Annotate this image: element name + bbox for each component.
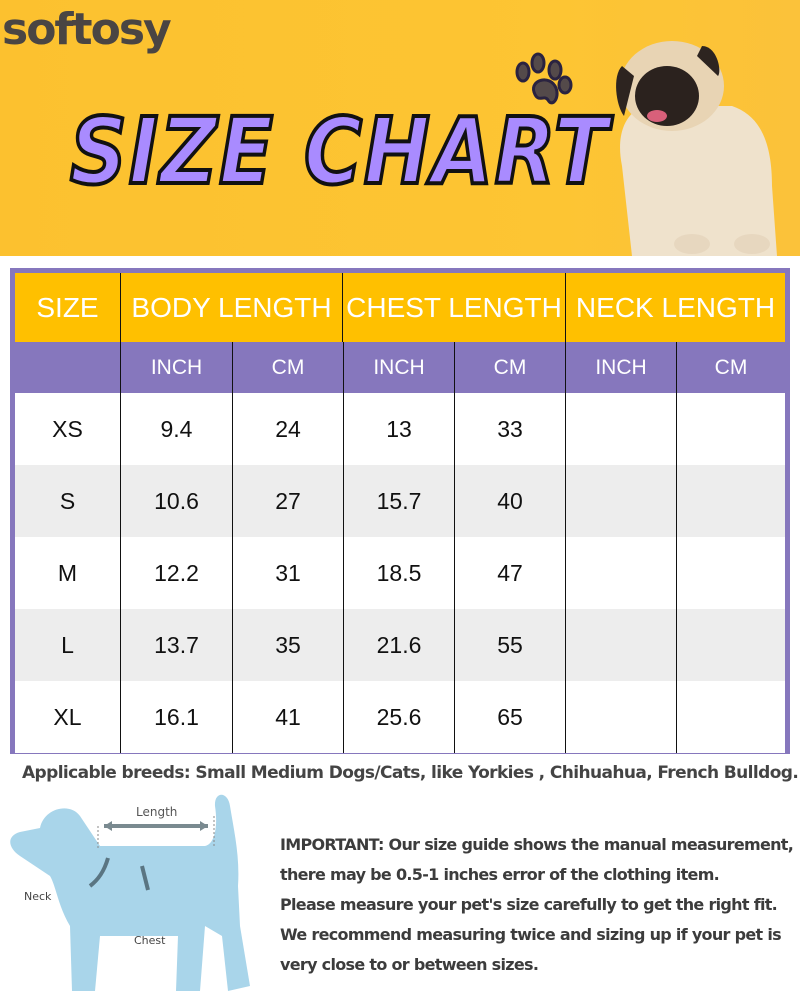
value-cell: 15.7 bbox=[343, 465, 454, 537]
value-cell: 55 bbox=[454, 609, 565, 681]
value-cell bbox=[676, 393, 785, 465]
important-line: there may be 0.5-1 inches error of the c… bbox=[280, 865, 720, 884]
size-cell: L bbox=[61, 631, 74, 658]
important-line: Please measure your pet's size carefully… bbox=[280, 895, 778, 914]
table-row: S 10.6 27 15.7 40 bbox=[15, 465, 785, 537]
unit-header bbox=[15, 342, 120, 393]
unit-header: INCH bbox=[343, 342, 454, 393]
unit-header: CM bbox=[232, 342, 343, 393]
size-cell: S bbox=[59, 487, 76, 514]
important-line: We recommend measuring twice and sizing … bbox=[280, 925, 782, 944]
value-cell bbox=[676, 681, 785, 753]
value-cell: 21.6 bbox=[343, 609, 454, 681]
table-row: M 12.2 31 18.5 47 bbox=[15, 537, 785, 609]
applicable-breeds: Applicable breeds: Small Medium Dogs/Cat… bbox=[22, 763, 799, 783]
pug-image bbox=[616, 41, 777, 256]
dog-measurement-diagram: Length Neck Chest bbox=[10, 794, 250, 991]
label-chest: Chest bbox=[134, 934, 166, 947]
header-neck-length: NECK LENGTH bbox=[565, 273, 785, 342]
value-cell: 33 bbox=[454, 393, 565, 465]
paw-icon bbox=[515, 52, 573, 105]
value-cell bbox=[676, 537, 785, 609]
page-title: SIZE CHART bbox=[68, 96, 610, 207]
value-cell: 25.6 bbox=[343, 681, 454, 753]
banner: softosy SIZE CHART bbox=[0, 0, 800, 256]
value-cell bbox=[676, 609, 785, 681]
size-cell: XS bbox=[52, 415, 83, 442]
value-cell: 31 bbox=[232, 537, 343, 609]
value-cell: 40 bbox=[454, 465, 565, 537]
header-size: SIZE bbox=[36, 291, 99, 323]
header-row: SIZE BODY LENGTH CHEST LENGTH NECK LENGT… bbox=[15, 273, 785, 342]
table-row: L 13.7 35 21.6 55 bbox=[15, 609, 785, 681]
value-cell: 41 bbox=[232, 681, 343, 753]
value-cell: 12.2 bbox=[120, 537, 232, 609]
important-line: IMPORTANT: Our size guide shows the manu… bbox=[280, 835, 794, 854]
header-body-length: BODY LENGTH bbox=[120, 273, 342, 342]
size-cell: M bbox=[57, 559, 78, 586]
unit-header: CM bbox=[676, 342, 785, 393]
value-cell bbox=[565, 393, 676, 465]
value-cell: 24 bbox=[232, 393, 343, 465]
value-cell: 9.4 bbox=[120, 393, 232, 465]
value-cell bbox=[565, 681, 676, 753]
value-cell: 35 bbox=[232, 609, 343, 681]
important-line: very close to or between sizes. bbox=[280, 955, 539, 974]
value-cell bbox=[565, 609, 676, 681]
label-neck: Neck bbox=[24, 890, 52, 903]
table-row: XL 16.1 41 25.6 65 bbox=[15, 681, 785, 753]
unit-header: CM bbox=[454, 342, 565, 393]
value-cell: 13 bbox=[343, 393, 454, 465]
value-cell bbox=[676, 465, 785, 537]
brand-logo: softosy bbox=[2, 4, 172, 55]
value-cell: 65 bbox=[454, 681, 565, 753]
important-note: IMPORTANT: Our size guide shows the manu… bbox=[280, 830, 800, 980]
value-cell bbox=[565, 537, 676, 609]
header-chest-length: CHEST LENGTH bbox=[342, 273, 565, 342]
value-cell: 27 bbox=[232, 465, 343, 537]
value-cell: 47 bbox=[454, 537, 565, 609]
unit-header: INCH bbox=[565, 342, 676, 393]
value-cell: 16.1 bbox=[120, 681, 232, 753]
value-cell bbox=[565, 465, 676, 537]
value-cell: 18.5 bbox=[343, 537, 454, 609]
value-cell: 13.7 bbox=[120, 609, 232, 681]
value-cell: 10.6 bbox=[120, 465, 232, 537]
size-cell: XL bbox=[53, 703, 82, 730]
unit-header: INCH bbox=[120, 342, 232, 393]
unit-row: INCH CM INCH CM INCH CM bbox=[15, 342, 785, 393]
size-table: SIZE BODY LENGTH CHEST LENGTH NECK LENGT… bbox=[10, 268, 790, 754]
table-row: XS 9.4 24 13 33 bbox=[15, 393, 785, 465]
label-length: Length bbox=[136, 805, 177, 819]
